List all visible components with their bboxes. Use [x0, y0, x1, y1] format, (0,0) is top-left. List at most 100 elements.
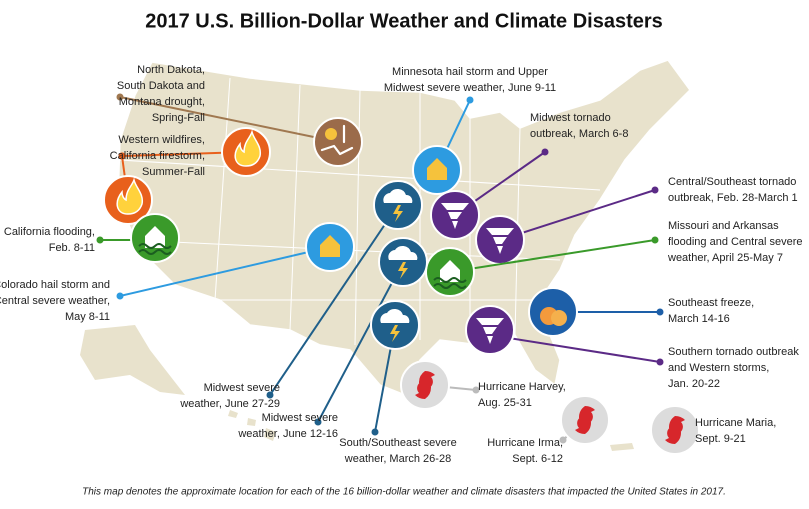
wave-glyph — [138, 243, 172, 255]
event-label: Sept. 9-21 — [695, 433, 746, 445]
title: 2017 U.S. Billion-Dollar Weather and Cli… — [145, 10, 663, 32]
event-label: Aug. 25-31 — [478, 397, 532, 409]
event-label: Sept. 6-12 — [512, 453, 563, 465]
event-icon — [313, 117, 363, 167]
alaska — [80, 325, 185, 395]
leader-dot — [651, 186, 659, 194]
event: Hurricane Irma, Sept. 6-12 — [487, 395, 610, 465]
event: Hurricane Maria, Sept. 9-21 — [650, 405, 776, 455]
leader-dot — [96, 236, 104, 244]
event-label: South Dakota and — [117, 80, 205, 92]
event: California flooding, Feb. 8-11 — [4, 213, 180, 263]
event-label: Colorado hail storm and — [0, 279, 110, 291]
leader-line — [489, 334, 661, 363]
event-label: Spring-Fall — [152, 112, 205, 124]
peach-glyph — [551, 310, 567, 326]
leader-line — [269, 204, 399, 396]
event-label: weather, March 26-28 — [344, 453, 451, 465]
event-label: and Western storms, — [668, 362, 769, 374]
event-label: Western wildfires, — [118, 134, 205, 146]
caption: This map denotes the approximate locatio… — [82, 487, 726, 498]
leader-dot — [314, 418, 322, 426]
event-label: Midwest tornado — [530, 112, 611, 124]
funnel-glyph — [476, 318, 504, 344]
event-label: Missouri and Arkansas — [668, 220, 779, 232]
event-label: Feb. 8-11 — [49, 242, 95, 254]
swirl-glyph — [415, 370, 435, 400]
event-label: Minnesota hail storm and Upper — [392, 66, 548, 78]
leader-dot — [266, 391, 274, 399]
leader-line — [499, 189, 656, 241]
event: Hurricane Harvey, Aug. 25-31 — [400, 360, 566, 410]
cloud-glyph — [380, 308, 410, 323]
event-label: Midwest severe — [204, 382, 280, 394]
event-label: weather, June 27-29 — [179, 398, 280, 410]
bolt-glyph — [390, 325, 400, 342]
event-label: Southern tornado outbreak — [668, 346, 799, 358]
cloud-glyph — [388, 245, 418, 260]
event-label: California firestorm, — [110, 150, 205, 162]
leader-dot — [116, 292, 124, 300]
event-label: South/Southeast severe — [339, 437, 456, 449]
event-label: Montana drought, — [119, 96, 205, 108]
event: Midwest severe weather, June 27-29 — [179, 180, 423, 410]
funnel-glyph — [486, 228, 514, 254]
swirl-glyph — [575, 405, 595, 435]
leader-dot — [118, 152, 126, 160]
event-label: weather, June 12-16 — [237, 428, 338, 440]
leader-dot — [116, 93, 124, 101]
hawaii — [228, 410, 276, 441]
funnel-glyph — [441, 203, 469, 229]
event-label: Summer-Fall — [142, 166, 205, 178]
event: Minnesota hail storm and Upper Midwest se… — [384, 66, 556, 195]
leader-line — [317, 261, 404, 423]
event: Southeast freeze, March 14-16 — [528, 287, 754, 337]
leader-line — [119, 246, 331, 297]
event-label: outbreak, Feb. 28-March 1 — [668, 192, 798, 204]
leader-line — [119, 96, 339, 143]
event-label: North Dakota, — [137, 64, 205, 76]
house-glyph — [427, 158, 447, 180]
event: Central/Southeast tornado outbreak, Feb. … — [475, 176, 798, 265]
event-label: Central severe weather, — [0, 295, 110, 307]
event-label: March 14-16 — [668, 313, 730, 325]
leader-dot — [472, 386, 480, 394]
event-label: Midwest severe weather, June 9-11 — [384, 82, 556, 94]
event: North Dakota, South Dakota and Montana dro… — [116, 64, 363, 167]
event-label: Jan. 20-22 — [668, 378, 720, 390]
house-glyph — [440, 260, 460, 282]
event-label: Hurricane Maria, — [695, 417, 776, 429]
house-glyph — [145, 226, 165, 248]
crack-glyph — [320, 124, 354, 156]
leader-dot — [656, 358, 664, 366]
sun-glyph — [325, 128, 337, 140]
events: North Dakota, South Dakota and Montana dro… — [0, 64, 803, 465]
event: Colorado hail storm and Central severe we… — [0, 222, 355, 323]
bolt-glyph — [393, 205, 403, 222]
bolt-glyph — [398, 262, 408, 279]
event-label: flooding and Central severe — [668, 236, 803, 248]
flame-glyph — [234, 129, 262, 167]
event-label: May 8-11 — [65, 311, 110, 323]
flame-glyph — [116, 177, 144, 215]
event: Western wildfires, California firestorm, S… — [103, 127, 271, 225]
event-label: Midwest severe — [262, 412, 338, 424]
event-label: weather, April 25-May 7 — [667, 252, 783, 264]
event: South/Southeast severe weather, March 26-… — [339, 300, 457, 465]
event-label: Central/Southeast tornado — [668, 176, 796, 188]
event: Southern tornado outbreak and Western sto… — [465, 305, 799, 390]
leader-dot — [466, 96, 474, 104]
house-glyph — [320, 235, 340, 257]
event-label: outbreak, March 6-8 — [530, 128, 628, 140]
event-label: California flooding, — [4, 226, 95, 238]
puerto-rico — [610, 443, 634, 451]
leader-dot — [651, 236, 659, 244]
cloud-glyph — [383, 188, 413, 203]
event-label: Hurricane Harvey, — [478, 381, 566, 393]
leader-dot — [371, 428, 379, 436]
leader-dot — [559, 436, 567, 444]
wave-glyph — [433, 277, 467, 289]
event: Missouri and Arkansas flooding and Centra… — [425, 220, 803, 297]
leader-dot — [656, 308, 664, 316]
